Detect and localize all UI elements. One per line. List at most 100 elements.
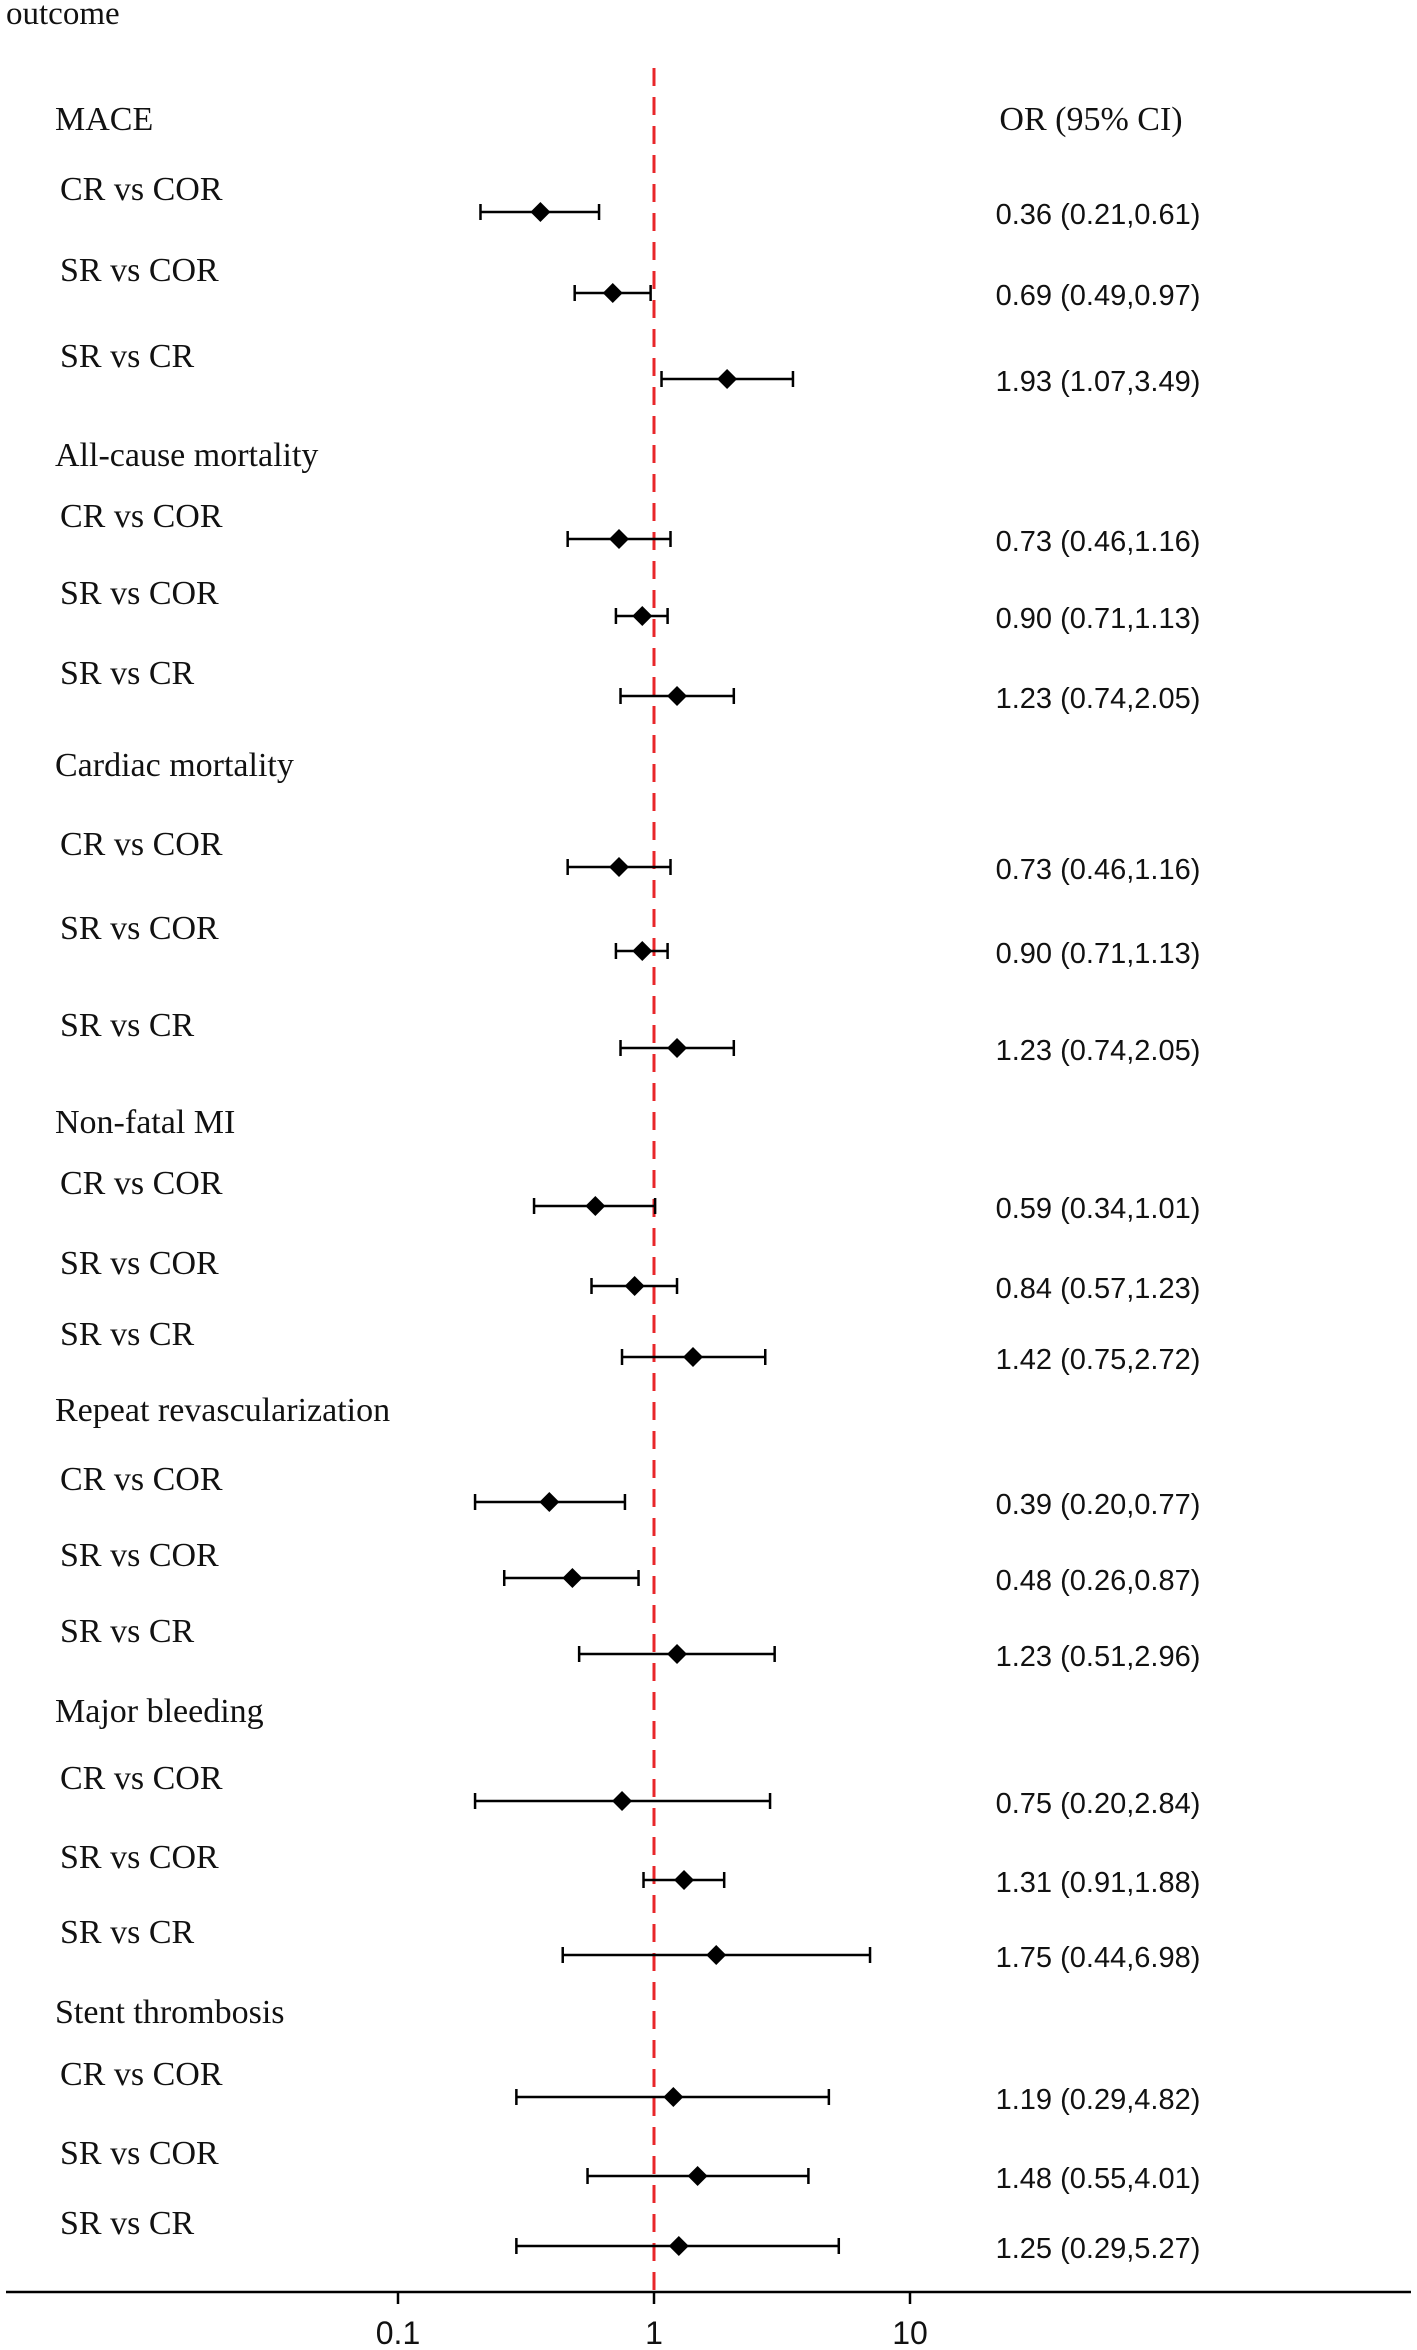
comparison-label: SR vs CR xyxy=(60,338,194,375)
point-estimate-marker xyxy=(624,1276,645,1296)
point-estimate-marker xyxy=(717,369,738,389)
point-estimate-marker xyxy=(539,1492,560,1512)
point-estimate-marker xyxy=(667,686,688,706)
comparison-label: CR vs COR xyxy=(60,1760,223,1797)
or-ci-value: 1.31 (0.91,1.88) xyxy=(996,1867,1201,1899)
or-ci-value: 0.90 (0.71,1.13) xyxy=(996,938,1201,970)
comparison-label: CR vs COR xyxy=(60,498,223,535)
comparison-label: SR vs COR xyxy=(60,1839,219,1876)
comparison-row: CR vs COR 0.39 (0.20,0.77) xyxy=(60,1461,1200,1521)
comparison-label: SR vs COR xyxy=(60,910,219,947)
point-estimate-marker xyxy=(632,941,653,961)
comparison-row: SR vs CR 1.42 (0.75,2.72) xyxy=(60,1316,1200,1376)
group-label: All-cause mortality xyxy=(55,437,318,474)
comparison-label: SR vs CR xyxy=(60,1914,194,1951)
or-ci-value: 0.39 (0.20,0.77) xyxy=(996,1489,1201,1521)
comparison-row: SR vs CR 1.23 (0.51,2.96) xyxy=(60,1613,1200,1673)
chart-title: outcome xyxy=(6,0,120,32)
or-ci-header: OR (95% CI) xyxy=(999,101,1182,138)
outcome-group: Stent thrombosis CR vs COR 1.19 (0.29,4.82… xyxy=(55,1994,1200,2265)
point-estimate-marker xyxy=(612,1791,633,1811)
group-label: Cardiac mortality xyxy=(55,747,294,784)
x-tick-label: 0.1 xyxy=(376,2315,420,2350)
point-estimate-marker xyxy=(609,529,630,549)
comparison-label: SR vs COR xyxy=(60,2135,219,2172)
or-ci-value: 0.90 (0.71,1.13) xyxy=(996,603,1201,635)
or-ci-value: 1.48 (0.55,4.01) xyxy=(996,2163,1201,2195)
comparison-row: SR vs CR 1.25 (0.29,5.27) xyxy=(60,2205,1200,2265)
group-label: Repeat revascularization xyxy=(55,1392,390,1429)
comparison-row: SR vs CR 1.23 (0.74,2.05) xyxy=(60,1007,1200,1067)
comparison-label: SR vs COR xyxy=(60,575,219,612)
point-estimate-marker xyxy=(585,1196,606,1216)
comparison-row: CR vs COR 0.73 (0.46,1.16) xyxy=(60,498,1200,558)
point-estimate-marker xyxy=(682,1347,703,1367)
outcome-group: Repeat revascularization CR vs COR 0.39 (0… xyxy=(55,1392,1200,1673)
comparison-label: SR vs COR xyxy=(60,1537,219,1574)
outcome-group: Cardiac mortality CR vs COR 0.73 (0.46,1.1… xyxy=(55,747,1200,1067)
comparison-row: SR vs COR 0.84 (0.57,1.23) xyxy=(60,1245,1200,1305)
comparison-label: SR vs COR xyxy=(60,1245,219,1282)
or-ci-value: 1.42 (0.75,2.72) xyxy=(996,1344,1201,1376)
or-ci-value: 0.73 (0.46,1.16) xyxy=(996,526,1201,558)
or-ci-value: 1.19 (0.29,4.82) xyxy=(996,2084,1201,2116)
comparison-label: SR vs CR xyxy=(60,1613,194,1650)
or-ci-value: 1.93 (1.07,3.49) xyxy=(996,366,1201,398)
or-ci-value: 0.84 (0.57,1.23) xyxy=(996,1273,1201,1305)
or-ci-value: 1.75 (0.44,6.98) xyxy=(996,1942,1201,1974)
point-estimate-marker xyxy=(687,2166,708,2186)
x-tick-label: 10 xyxy=(892,2315,928,2350)
or-ci-value: 0.48 (0.26,0.87) xyxy=(996,1565,1201,1597)
or-ci-value: 1.25 (0.29,5.27) xyxy=(996,2233,1201,2265)
or-ci-value: 0.36 (0.21,0.61) xyxy=(996,199,1201,231)
comparison-row: CR vs COR 0.36 (0.21,0.61) xyxy=(60,171,1200,231)
x-axis: 0.1 1 10 xyxy=(6,2290,1411,2350)
point-estimate-marker xyxy=(562,1568,583,1588)
comparison-row: SR vs CR 1.23 (0.74,2.05) xyxy=(60,655,1200,715)
point-estimate-marker xyxy=(667,1038,688,1058)
point-estimate-marker xyxy=(632,606,653,626)
comparison-row: CR vs COR 0.59 (0.34,1.01) xyxy=(60,1165,1200,1225)
comparison-row: SR vs COR 0.48 (0.26,0.87) xyxy=(60,1537,1200,1597)
point-estimate-marker xyxy=(530,202,551,222)
comparison-label: CR vs COR xyxy=(60,2056,223,2093)
point-estimate-marker xyxy=(602,283,623,303)
comparison-label: CR vs COR xyxy=(60,826,223,863)
comparison-label: SR vs CR xyxy=(60,655,194,692)
comparison-label: CR vs COR xyxy=(60,171,223,208)
x-tick-label: 1 xyxy=(645,2315,663,2350)
point-estimate-marker xyxy=(674,1870,695,1890)
comparison-row: CR vs COR 1.19 (0.29,4.82) xyxy=(60,2056,1200,2116)
group-label: Non-fatal MI xyxy=(55,1104,235,1141)
or-ci-value: 1.23 (0.74,2.05) xyxy=(996,1035,1201,1067)
or-ci-value: 1.23 (0.74,2.05) xyxy=(996,683,1201,715)
group-label: Major bleeding xyxy=(55,1693,264,1730)
comparison-label: SR vs COR xyxy=(60,252,219,289)
outcome-group: All-cause mortality CR vs COR 0.73 (0.46,1… xyxy=(55,437,1200,715)
or-ci-value: 0.75 (0.20,2.84) xyxy=(996,1788,1201,1820)
comparison-row: SR vs COR 0.90 (0.71,1.13) xyxy=(60,575,1200,635)
comparison-label: SR vs CR xyxy=(60,1007,194,1044)
comparison-row: SR vs COR 0.69 (0.49,0.97) xyxy=(60,252,1200,312)
comparison-row: CR vs COR 0.75 (0.20,2.84) xyxy=(60,1760,1200,1820)
comparison-row: SR vs CR 1.75 (0.44,6.98) xyxy=(60,1914,1200,1974)
outcome-group: MACE CR vs COR 0.36 (0.21,0.61) SR vs COR 0.… xyxy=(55,101,1200,398)
point-estimate-marker xyxy=(706,1945,727,1965)
comparison-label: SR vs CR xyxy=(60,1316,194,1353)
group-label: MACE xyxy=(55,101,153,138)
or-ci-value: 0.59 (0.34,1.01) xyxy=(996,1193,1201,1225)
comparison-label: CR vs COR xyxy=(60,1165,223,1202)
comparison-row: SR vs COR 1.31 (0.91,1.88) xyxy=(60,1839,1200,1899)
comparison-row: SR vs CR 1.93 (1.07,3.49) xyxy=(60,338,1200,398)
outcome-group: Non-fatal MI CR vs COR 0.59 (0.34,1.01) SR … xyxy=(55,1104,1200,1376)
or-ci-value: 1.23 (0.51,2.96) xyxy=(996,1641,1201,1673)
or-ci-value: 0.69 (0.49,0.97) xyxy=(996,280,1201,312)
point-estimate-marker xyxy=(663,2087,684,2107)
rows-layer: MACE CR vs COR 0.36 (0.21,0.61) SR vs COR 0.… xyxy=(55,101,1200,2265)
comparison-row: CR vs COR 0.73 (0.46,1.16) xyxy=(60,826,1200,886)
comparison-label: CR vs COR xyxy=(60,1461,223,1498)
point-estimate-marker xyxy=(667,1644,688,1664)
comparison-row: SR vs COR 0.90 (0.71,1.13) xyxy=(60,910,1200,970)
outcome-group: Major bleeding CR vs COR 0.75 (0.20,2.84) S… xyxy=(55,1693,1200,1974)
